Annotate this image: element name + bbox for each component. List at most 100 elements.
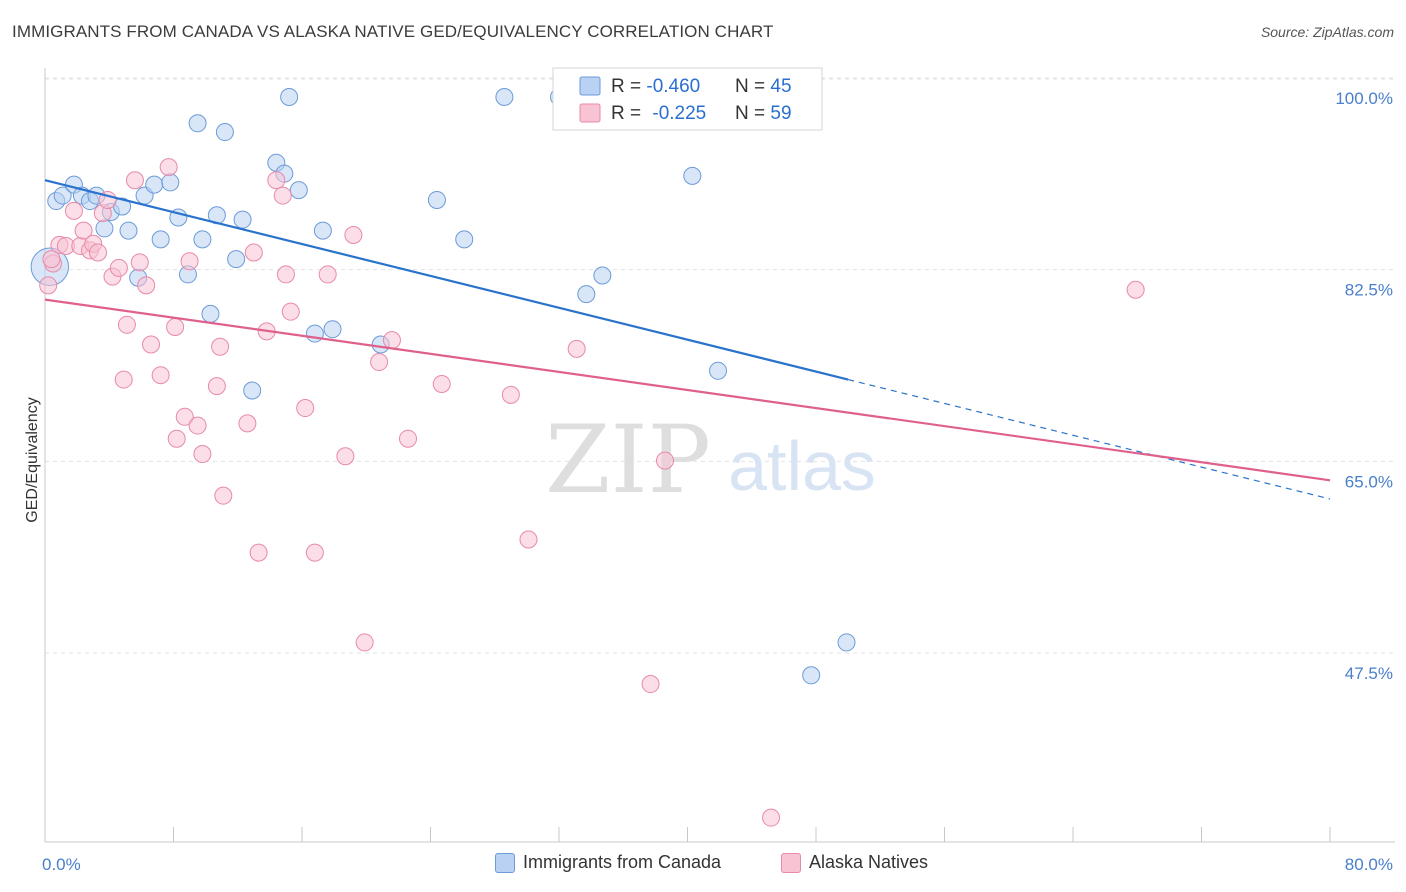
point-alaska-natives <box>117 315 136 334</box>
watermark-atlas: atlas <box>728 427 876 505</box>
legend-r-label-2: R = <box>611 103 646 124</box>
point-alaska-natives <box>137 276 156 295</box>
bottom-legend: Immigrants from Canada Alaska Natives <box>0 850 1406 880</box>
point-alaska-natives <box>273 186 292 205</box>
legend-swatch-immigrants <box>495 852 515 873</box>
point-immigrants <box>289 181 308 200</box>
point-alaska-natives <box>399 429 418 448</box>
point-immigrants <box>95 219 114 238</box>
point-immigrants <box>145 175 164 194</box>
correlation-legend: R = -0.460 N = 45 R = -0.225 N = 59 <box>552 67 823 131</box>
point-alaska-natives <box>175 407 194 426</box>
point-alaska-natives <box>519 530 538 549</box>
point-immigrants <box>683 166 702 185</box>
point-immigrants <box>233 210 252 229</box>
point-alaska-natives <box>125 171 144 190</box>
legend-swatch-pink <box>579 103 601 123</box>
source-label: Source: ZipAtlas.com <box>1260 24 1394 40</box>
legend-r-value-1: -0.460 <box>646 76 700 97</box>
point-alaska-natives <box>501 385 520 404</box>
point-alaska-natives <box>188 416 207 435</box>
point-alaska-natives <box>370 353 389 372</box>
point-alaska-natives <box>89 243 108 262</box>
y-tick-label: 100.0% <box>1335 89 1393 108</box>
point-alaska-natives <box>180 252 199 271</box>
point-immigrants <box>193 230 212 249</box>
watermark: ZIP atlas <box>545 406 876 515</box>
point-immigrants <box>709 361 728 380</box>
point-immigrants <box>227 250 246 269</box>
point-alaska-natives <box>238 414 257 433</box>
trend-line-alaska-natives <box>44 298 1331 482</box>
point-alaska-natives <box>344 226 363 244</box>
point-alaska-natives <box>142 335 161 354</box>
y-tick-labels: 47.5% 65.0% 82.5% 100.0% <box>1335 89 1393 683</box>
point-immigrants <box>280 88 299 106</box>
trend-line-immigrants-extension <box>847 378 1331 500</box>
legend-item-immigrants[interactable]: Immigrants from Canada <box>495 852 721 873</box>
point-alaska-natives <box>74 221 93 240</box>
point-immigrants <box>495 88 514 106</box>
legend-item-alaska-natives[interactable]: Alaska Natives <box>781 852 928 873</box>
point-alaska-natives <box>762 808 781 827</box>
svg-text:R = -0.460: R = -0.460 <box>611 76 700 97</box>
point-alaska-natives <box>355 633 374 652</box>
point-immigrants <box>305 324 324 343</box>
point-immigrants <box>188 114 207 133</box>
point-immigrants <box>215 123 234 142</box>
y-tick-label: 65.0% <box>1345 472 1393 491</box>
legend-r-label-1: R = <box>611 76 646 97</box>
legend-r-value-2: -0.225 <box>652 103 706 124</box>
trend-line-immigrants <box>44 179 849 381</box>
point-alaska-natives <box>64 201 83 220</box>
svg-text:N = 45: N = 45 <box>735 76 792 97</box>
point-immigrants <box>201 304 220 323</box>
point-immigrants <box>119 221 138 240</box>
point-alaska-natives <box>249 543 268 562</box>
point-alaska-natives <box>130 253 149 272</box>
point-immigrants <box>151 230 170 249</box>
point-alaska-natives <box>109 258 128 277</box>
legend-n-label-2: N = <box>735 103 770 124</box>
point-immigrants <box>837 633 856 652</box>
point-alaska-natives <box>244 243 263 262</box>
svg-text:R = -0.225: R = -0.225 <box>611 103 706 124</box>
legend-n-label-1: N = <box>735 76 770 97</box>
point-alaska-natives <box>305 543 324 562</box>
svg-text:N = 59: N = 59 <box>735 103 792 124</box>
point-immigrants <box>313 221 332 240</box>
axes <box>44 68 1395 843</box>
point-immigrants <box>802 666 821 685</box>
point-alaska-natives <box>281 302 300 321</box>
point-alaska-natives <box>114 370 133 389</box>
point-immigrants <box>243 381 262 400</box>
point-immigrants <box>323 320 342 339</box>
legend-n-value-2: 59 <box>770 103 791 124</box>
y-tick-label: 82.5% <box>1345 281 1393 300</box>
legend-swatch-alaska-natives <box>781 852 801 873</box>
y-axis-label: GED/Equivalency <box>24 397 41 522</box>
point-alaska-natives <box>567 339 586 358</box>
watermark-zip: ZIP <box>545 406 711 515</box>
point-alaska-natives <box>42 250 61 269</box>
point-alaska-natives <box>207 377 226 396</box>
point-alaska-natives <box>656 451 675 470</box>
point-alaska-natives <box>296 399 315 418</box>
point-alaska-natives <box>159 158 178 177</box>
point-immigrants <box>593 266 612 285</box>
point-alaska-natives <box>276 265 295 284</box>
trend-lines <box>44 179 1331 500</box>
point-alaska-natives <box>318 265 337 284</box>
point-alaska-natives <box>214 486 233 505</box>
point-alaska-natives <box>167 429 186 448</box>
point-alaska-natives <box>193 445 212 464</box>
point-alaska-natives <box>39 276 58 295</box>
point-alaska-natives <box>336 447 355 466</box>
x-tick-label: 80.0% <box>1345 855 1393 874</box>
legend-swatch-blue <box>579 76 601 96</box>
point-alaska-natives <box>151 366 170 385</box>
point-alaska-natives <box>211 337 230 356</box>
point-alaska-natives <box>382 331 401 350</box>
data-points <box>30 88 1145 827</box>
